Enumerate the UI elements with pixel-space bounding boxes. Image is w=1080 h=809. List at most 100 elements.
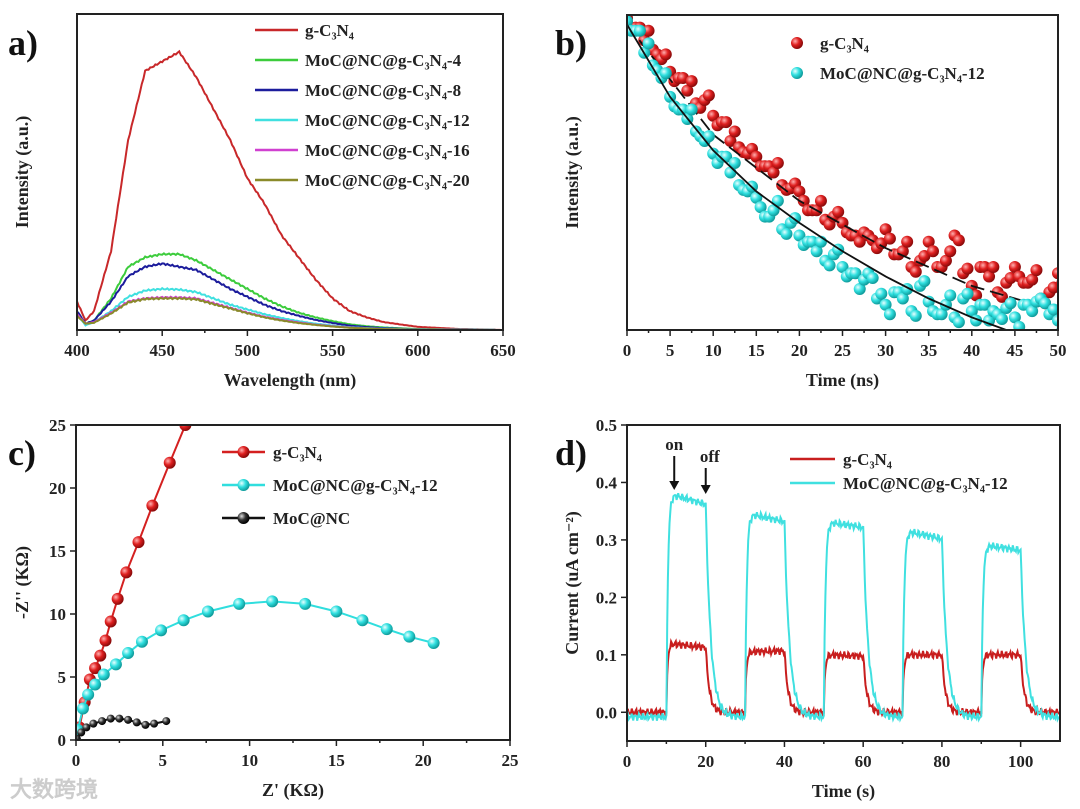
data-point	[944, 289, 957, 302]
data-point	[132, 718, 141, 727]
x-tick-label: 60	[855, 752, 872, 771]
data-point	[356, 614, 369, 627]
plot-area	[76, 425, 440, 740]
data-point	[1026, 273, 1039, 286]
y-tick-label: 0.1	[596, 646, 617, 665]
data-point	[728, 157, 741, 170]
x-tick-label: 50	[1050, 341, 1067, 360]
data-point	[1030, 264, 1043, 277]
legend-item: MoC@NC	[222, 509, 350, 528]
data-point	[806, 235, 819, 248]
data-point	[875, 287, 888, 300]
legend-label: g-C₃N₄	[843, 450, 892, 469]
arrowhead-icon	[700, 485, 711, 494]
legend-item: g-C₃N₄	[255, 21, 354, 40]
y-tick-label: 5	[58, 668, 67, 687]
data-point	[627, 15, 633, 28]
panel-b: b) g-C₃N₄ MoC@NC@g-C₃N₄-12 0 5 10 15 20 25 30 35 40…	[555, 14, 1067, 391]
data-point	[1052, 267, 1058, 280]
data-point	[961, 262, 974, 275]
data-point	[1004, 297, 1017, 310]
data-point	[89, 678, 102, 691]
data-point	[132, 536, 145, 549]
legend-label: MoC@NC@g-C₃N₄-12	[305, 111, 470, 130]
data-point	[823, 259, 836, 272]
x-axis-label: Time (s)	[812, 781, 875, 802]
y-tick-label: 20	[49, 479, 66, 498]
data-point	[702, 130, 715, 143]
data-point	[853, 235, 866, 248]
data-point	[266, 595, 279, 608]
data-point	[883, 308, 896, 321]
x-tick-label: 40	[776, 752, 793, 771]
fit-curve	[627, 23, 1007, 330]
plot-frame	[626, 424, 1061, 742]
y-tick-label: 0.5	[596, 416, 617, 435]
x-tick-label: 10	[705, 341, 722, 360]
data-point	[793, 185, 806, 198]
x-tick-label: 80	[933, 752, 950, 771]
data-point	[124, 715, 133, 724]
data-point	[918, 275, 931, 288]
x-tick-label: 0	[623, 341, 632, 360]
data-point	[177, 614, 190, 627]
data-point	[677, 103, 690, 116]
data-point	[879, 298, 892, 311]
plot-area	[77, 49, 503, 330]
data-point	[853, 283, 866, 296]
x-tick-label: 25	[502, 751, 519, 770]
data-point	[944, 245, 957, 258]
x-tick-label: 20	[697, 752, 714, 771]
data-point	[122, 647, 135, 660]
y-tick-label: 10	[49, 605, 66, 624]
data-point	[922, 295, 935, 308]
legend-label: MoC@NC@g-C₃N₄-12	[273, 476, 438, 495]
data-point	[141, 720, 150, 729]
data-point	[155, 624, 168, 637]
data-point	[163, 456, 176, 469]
plot-area	[627, 492, 1060, 723]
panel-label: b)	[555, 23, 587, 63]
x-tick-label: 5	[666, 341, 675, 360]
data-point	[952, 234, 965, 247]
x-tick-label: 650	[490, 341, 516, 360]
data-point	[879, 223, 892, 236]
data-point	[82, 688, 95, 701]
x-tick-label: 30	[877, 341, 894, 360]
x-tick-label: 0	[623, 752, 632, 771]
legend-label: MoC@NC@g-C₃N₄-12	[843, 474, 1008, 493]
panel-label: d)	[555, 433, 587, 473]
legend-item: MoC@NC@g-C₃N₄-12	[255, 111, 470, 130]
data-point	[76, 702, 89, 715]
x-tick-label: 35	[920, 341, 937, 360]
data-point	[707, 109, 720, 122]
data-point	[1052, 314, 1058, 327]
panel-a: a) g-C₃N₄ MoC@NC@g-C₃N₄-4 MoC@NC@g-C₃N₄-8 Mo…	[8, 13, 516, 391]
data-point	[111, 592, 124, 605]
y-tick-label: 15	[49, 542, 66, 561]
x-tick-label: 5	[159, 751, 168, 770]
data-point	[901, 235, 914, 248]
legend-label: MoC@NC@g-C₃N₄-4	[305, 51, 462, 70]
data-point	[77, 728, 86, 737]
legend-label: MoC@NC@g-C₃N₄-12	[820, 64, 985, 83]
data-point	[330, 605, 343, 618]
legend-label: g-C₃N₄	[273, 443, 322, 462]
x-axis-label: Wavelength (nm)	[224, 370, 357, 391]
plot-area	[627, 15, 1058, 330]
y-tick-label: 0.0	[596, 703, 617, 722]
x-tick-label: 500	[235, 341, 261, 360]
legend-marker	[791, 67, 803, 79]
data-point	[922, 235, 935, 248]
x-tick-label: 450	[149, 341, 175, 360]
data-point	[810, 245, 823, 258]
data-point	[98, 717, 107, 726]
legend-item: g-C₃N₄	[790, 450, 892, 469]
legend-label: g-C₃N₄	[305, 21, 354, 40]
data-point	[767, 166, 780, 179]
annotation-off: off	[700, 447, 720, 466]
x-axis-label: Time (ns)	[806, 370, 879, 391]
data-point	[94, 649, 107, 662]
panel-c: c) g-C₃N₄ MoC@NC@g-C₃N₄-12 MoC@NC 0 5 10 15 20 25…	[8, 416, 519, 801]
y-tick-label: 0.3	[596, 531, 617, 550]
